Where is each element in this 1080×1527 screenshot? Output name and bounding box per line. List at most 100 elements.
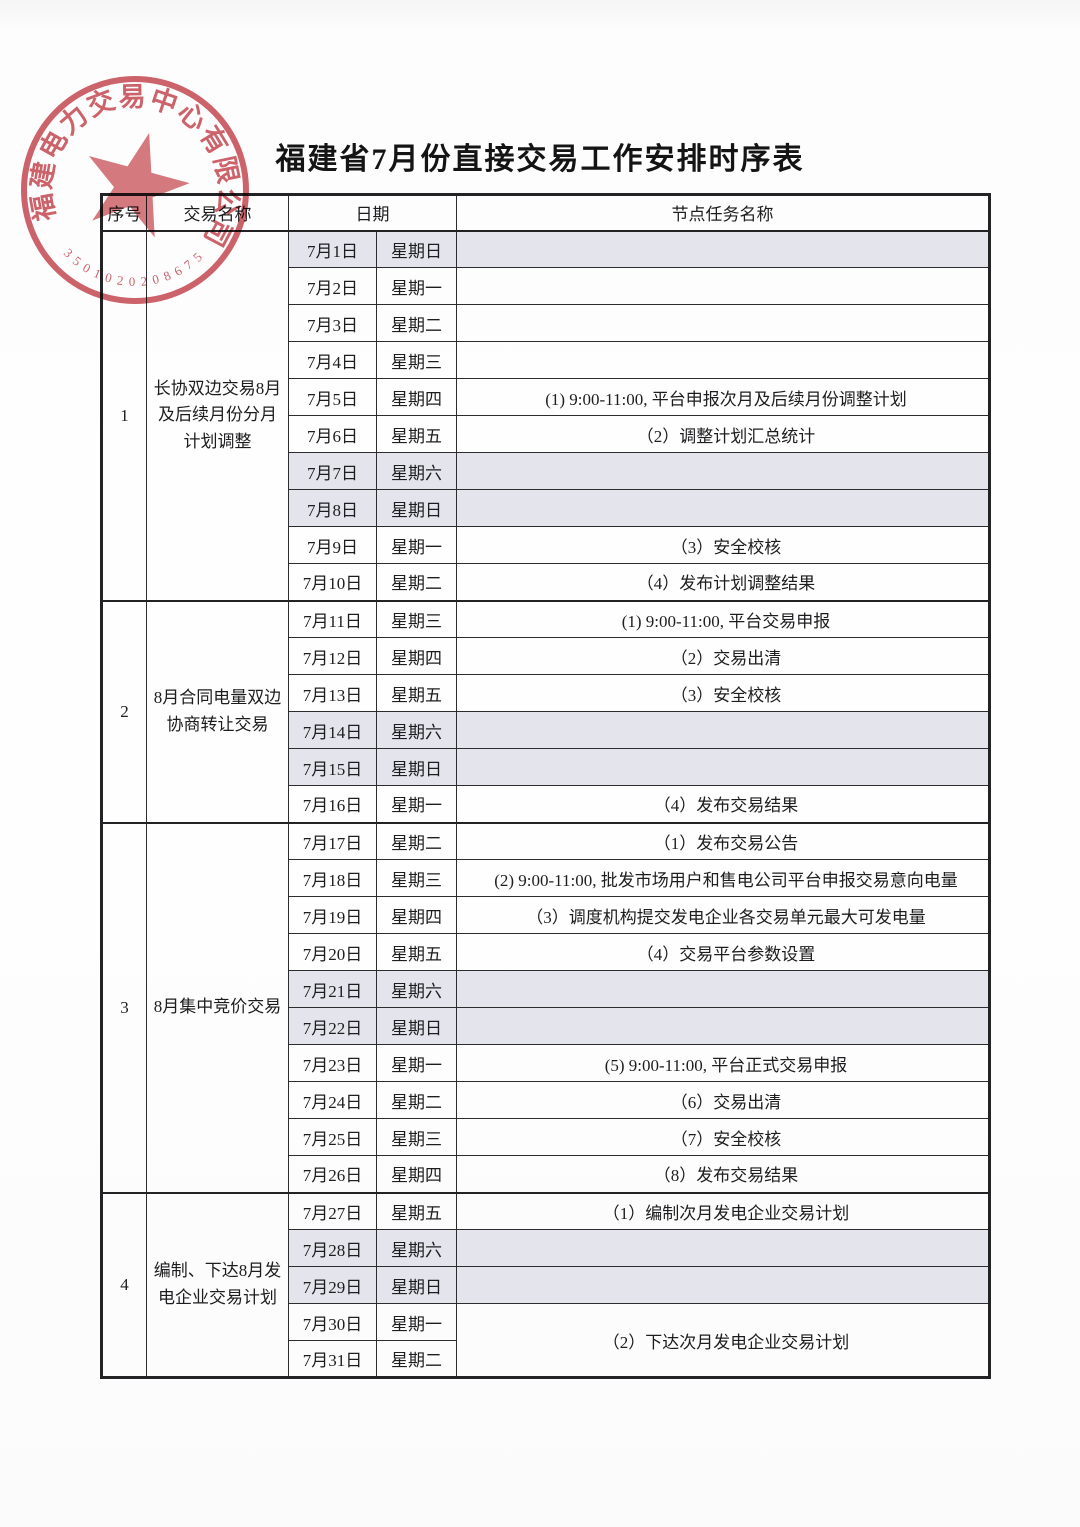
task-cell bbox=[456, 267, 990, 305]
weekday-cell: 星期三 bbox=[376, 599, 457, 638]
task-cell bbox=[456, 748, 990, 786]
table-row: 7月8日 星期日 bbox=[102, 489, 990, 527]
weekday-cell: 星期三 bbox=[376, 1118, 457, 1156]
date-cell: 7月13日 bbox=[288, 674, 377, 712]
table-row: 7月29日 星期日 bbox=[102, 1266, 990, 1304]
task-cell: (1) 9:00-11:00, 平台交易申报 bbox=[456, 599, 990, 638]
table-row: 7月30日 星期一 （2）下达次月发电企业交易计划 bbox=[102, 1303, 990, 1378]
transaction-name-cell: 8月集中竞价交易 bbox=[146, 821, 289, 1193]
task-cell: (2) 9:00-11:00, 批发市场用户和售电公司平台申报交易意向电量 bbox=[456, 859, 990, 897]
date-cell: 7月21日 bbox=[288, 970, 377, 1008]
weekday-cell: 星期日 bbox=[376, 1266, 457, 1304]
table-row: 1 长协双边交易8月 及后续月份分月 计划调整 7月1日 星期日 bbox=[101, 229, 990, 601]
date-cell: 7月29日 bbox=[288, 1266, 377, 1304]
date-cell: 7月24日 bbox=[288, 1081, 377, 1119]
date-cell: 7月9日 bbox=[288, 526, 377, 564]
date-cell: 7月5日 bbox=[288, 378, 377, 416]
header-no: 序号 bbox=[101, 194, 147, 232]
table-header-row: 序号 交易名称 日期 节点任务名称 bbox=[101, 194, 990, 232]
table-row: 7月5日 星期四 (1) 9:00-11:00, 平台申报次月及后续月份调整计划 bbox=[102, 378, 990, 416]
table-row: 7月9日 星期一 （3）安全校核 bbox=[102, 526, 990, 564]
task-cell bbox=[456, 341, 990, 379]
table-row: 7月19日 星期四 （3）调度机构提交发电企业各交易单元最大可发电量 bbox=[102, 896, 990, 934]
weekday-cell: 星期日 bbox=[376, 1007, 457, 1045]
table-row: 2 8月合同电量双边 协商转让交易 7月11日 星期三 (1) 9:00-11:00, … bbox=[101, 599, 990, 823]
table-row: 7月18日 星期三 (2) 9:00-11:00, 批发市场用户和售电公司平台申报交… bbox=[102, 859, 990, 897]
task-cell: （4）交易平台参数设置 bbox=[456, 933, 990, 971]
task-cell: （6）交易出清 bbox=[456, 1081, 990, 1119]
task-cell: （3）调度机构提交发电企业各交易单元最大可发电量 bbox=[456, 896, 990, 934]
header-date: 日期 bbox=[288, 194, 457, 232]
date-cell: 7月16日 bbox=[288, 785, 377, 823]
table-row: 7月7日 星期六 bbox=[102, 452, 990, 490]
table-row: 7月31日 星期二 bbox=[102, 1340, 990, 1378]
table-row: 7月2日 星期一 bbox=[102, 267, 990, 305]
weekday-cell: 星期日 bbox=[376, 748, 457, 786]
weekday-cell: 星期二 bbox=[376, 1081, 457, 1119]
weekday-cell: 星期一 bbox=[376, 785, 457, 823]
table-row: 3 8月集中竞价交易 7月17日 星期二 （1）发布交易公告 bbox=[101, 821, 990, 1193]
date-cell: 7月11日 bbox=[288, 599, 377, 638]
date-cell: 7月8日 bbox=[288, 489, 377, 527]
weekday-cell: 星期三 bbox=[376, 859, 457, 897]
weekday-cell: 星期一 bbox=[376, 1044, 457, 1082]
date-cell: 7月6日 bbox=[288, 415, 377, 453]
date-cell: 7月25日 bbox=[288, 1118, 377, 1156]
transaction-name-cell: 长协双边交易8月 及后续月份分月 计划调整 bbox=[146, 229, 289, 601]
date-cell: 7月3日 bbox=[288, 304, 377, 342]
date-cell: 7月1日 bbox=[288, 229, 377, 268]
schedule-table: 序号 交易名称 日期 节点任务名称 1 长协双边交易8月 及后续月份分月 计划调整… bbox=[100, 193, 991, 1379]
table-row: 7月14日 星期六 bbox=[102, 711, 990, 749]
table-row: 7月16日 星期一 （4）发布交易结果 bbox=[102, 785, 990, 823]
task-cell: （2）调整计划汇总统计 bbox=[456, 415, 990, 453]
task-cell: （1）发布交易公告 bbox=[456, 821, 990, 860]
table-row: 7月13日 星期五 （3）安全校核 bbox=[102, 674, 990, 712]
weekday-cell: 星期六 bbox=[376, 1229, 457, 1267]
table-row: 7月15日 星期日 bbox=[102, 748, 990, 786]
weekday-cell: 星期四 bbox=[376, 637, 457, 675]
schedule-table-body: 1 长协双边交易8月 及后续月份分月 计划调整 7月1日 星期日 7月2日 星期一 7月3日… bbox=[101, 229, 990, 1378]
weekday-cell: 星期四 bbox=[376, 1155, 457, 1193]
task-cell bbox=[456, 1229, 990, 1267]
table-row: 7月4日 星期三 bbox=[102, 341, 990, 379]
date-cell: 7月15日 bbox=[288, 748, 377, 786]
weekday-cell: 星期二 bbox=[376, 563, 457, 601]
table-row: 7月21日 星期六 bbox=[102, 970, 990, 1008]
date-cell: 7月4日 bbox=[288, 341, 377, 379]
section-number-cell: 2 bbox=[101, 599, 147, 823]
section-number-cell: 3 bbox=[101, 821, 147, 1193]
weekday-cell: 星期日 bbox=[376, 489, 457, 527]
task-cell: （7）安全校核 bbox=[456, 1118, 990, 1156]
table-row: 7月20日 星期五 （4）交易平台参数设置 bbox=[102, 933, 990, 971]
weekday-cell: 星期四 bbox=[376, 378, 457, 416]
table-row: 7月10日 星期二 （4）发布计划调整结果 bbox=[102, 563, 990, 601]
header-name: 交易名称 bbox=[146, 194, 289, 232]
transaction-name-cell: 编制、下达8月发 电企业交易计划 bbox=[146, 1191, 289, 1378]
task-cell: （2）交易出清 bbox=[456, 637, 990, 675]
date-cell: 7月10日 bbox=[288, 563, 377, 601]
date-cell: 7月26日 bbox=[288, 1155, 377, 1193]
table-row: 7月3日 星期二 bbox=[102, 304, 990, 342]
weekday-cell: 星期六 bbox=[376, 970, 457, 1008]
task-cell: （8）发布交易结果 bbox=[456, 1155, 990, 1193]
task-cell bbox=[456, 711, 990, 749]
weekday-cell: 星期二 bbox=[376, 821, 457, 860]
task-cell: （3）安全校核 bbox=[456, 526, 990, 564]
table-row: 4 编制、下达8月发 电企业交易计划 7月27日 星期五 （1）编制次月发电企业交易计划 bbox=[101, 1191, 990, 1378]
weekday-cell: 星期二 bbox=[376, 1340, 457, 1378]
weekday-cell: 星期五 bbox=[376, 674, 457, 712]
task-cell: （3）安全校核 bbox=[456, 674, 990, 712]
section-number-cell: 4 bbox=[101, 1191, 147, 1378]
task-cell bbox=[456, 970, 990, 1008]
date-cell: 7月27日 bbox=[288, 1191, 377, 1230]
date-cell: 7月19日 bbox=[288, 896, 377, 934]
date-cell: 7月17日 bbox=[288, 821, 377, 860]
task-cell bbox=[456, 452, 990, 490]
task-cell bbox=[456, 1266, 990, 1304]
weekday-cell: 星期日 bbox=[376, 229, 457, 268]
task-cell: （4）发布交易结果 bbox=[456, 785, 990, 823]
task-cell: (1) 9:00-11:00, 平台申报次月及后续月份调整计划 bbox=[456, 378, 990, 416]
table-row: 7月6日 星期五 （2）调整计划汇总统计 bbox=[102, 415, 990, 453]
weekday-cell: 星期三 bbox=[376, 341, 457, 379]
